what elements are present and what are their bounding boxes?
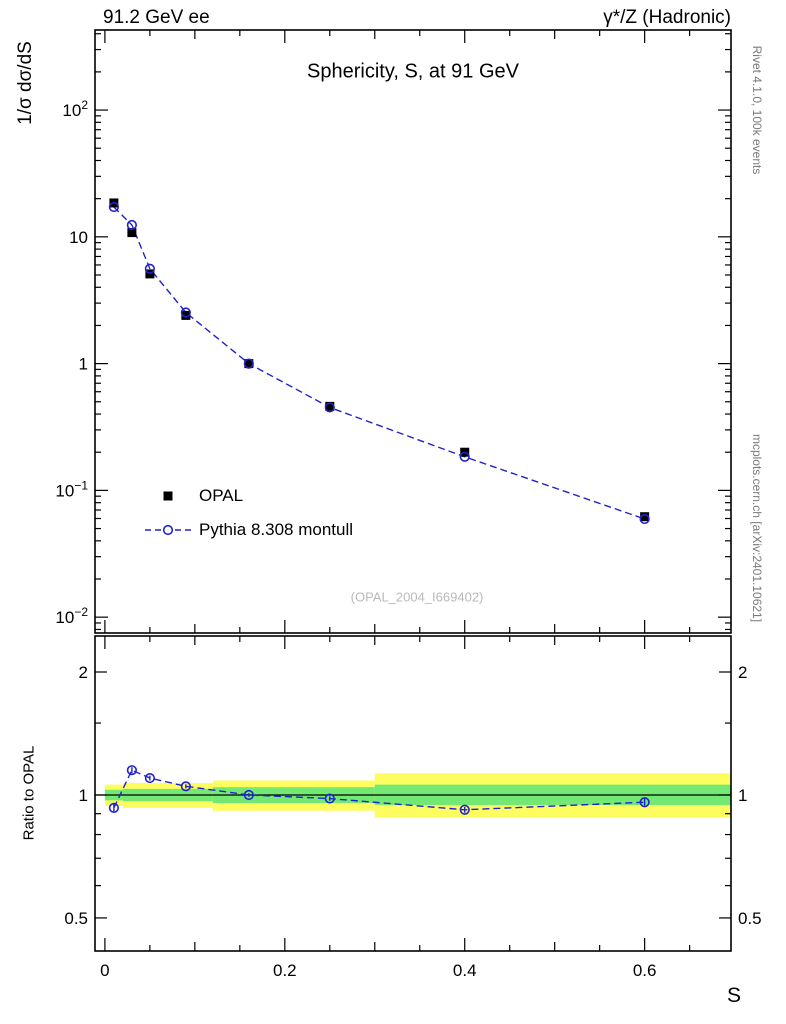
legend-label-opal: OPAL bbox=[199, 486, 244, 505]
svg-text:0: 0 bbox=[100, 961, 109, 980]
opal-square-marker-icon bbox=[142, 489, 194, 503]
ratio-y-axis-title: Ratio to OPAL bbox=[20, 745, 38, 841]
svg-text:0.2: 0.2 bbox=[273, 961, 297, 980]
svg-text:102: 102 bbox=[62, 98, 88, 120]
legend-item-opal: OPAL bbox=[142, 479, 353, 513]
svg-text:0.5: 0.5 bbox=[738, 909, 762, 928]
svg-text:10−2: 10−2 bbox=[55, 605, 88, 627]
svg-text:0.5: 0.5 bbox=[64, 909, 88, 928]
svg-text:10−1: 10−1 bbox=[55, 478, 88, 500]
svg-text:2: 2 bbox=[79, 663, 88, 682]
svg-text:0.6: 0.6 bbox=[633, 961, 657, 980]
analysis-id-watermark: (OPAL_2004_I669402) bbox=[350, 589, 484, 605]
svg-text:0.4: 0.4 bbox=[453, 961, 477, 980]
x-axis-title: S bbox=[726, 984, 742, 1007]
mcplots-credit-label: mcplots.cern.ch [arXiv:2401.10621] bbox=[750, 433, 764, 623]
main-y-axis-title: 1/σ dσ/dS bbox=[15, 41, 36, 125]
svg-text:1: 1 bbox=[738, 786, 747, 805]
svg-text:10: 10 bbox=[69, 228, 88, 247]
legend: OPAL Pythia 8.308 montull bbox=[142, 479, 353, 547]
process-label: γ*/Z (Hadronic) bbox=[603, 7, 731, 28]
plot-title: Sphericity, S, at 91 GeV bbox=[307, 60, 519, 83]
legend-label-pythia: Pythia 8.308 montull bbox=[199, 520, 354, 539]
pythia-dashed-circle-marker-icon bbox=[142, 523, 194, 537]
legend-item-pythia: Pythia 8.308 montull bbox=[142, 513, 353, 547]
beam-energy-label: 91.2 GeV ee bbox=[103, 7, 210, 28]
rivet-version-label: Rivet 4.1.0, 100k events bbox=[750, 45, 764, 175]
svg-text:1: 1 bbox=[79, 355, 88, 374]
svg-text:1: 1 bbox=[79, 786, 88, 805]
svg-text:2: 2 bbox=[738, 663, 747, 682]
